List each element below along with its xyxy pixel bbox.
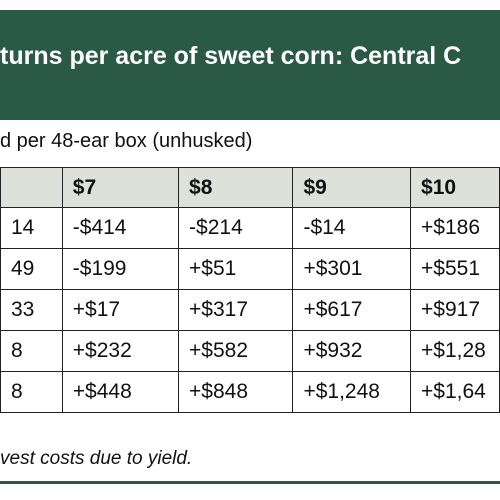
header-cell: $7: [61, 167, 180, 208]
table-cell: +$582: [178, 330, 294, 372]
table-row: 14 -$414 -$214 -$14 +$186: [0, 207, 500, 249]
table-cell: 14: [0, 207, 63, 249]
table-cell: +$301: [292, 248, 412, 290]
returns-table: $7 $8 $9 $10 14 -$414 -$214 -$14 +$186 4…: [0, 167, 500, 413]
table-row: 33 +$17 +$317 +$617 +$917: [0, 289, 500, 331]
table-cell: +$1,64: [410, 371, 500, 413]
table-cell: 8: [0, 330, 63, 372]
table-cell: +$317: [178, 289, 294, 331]
header-cell: $9: [292, 167, 412, 208]
table-cell: +$17: [61, 289, 180, 331]
table-footnote: vest costs due to yield.: [0, 448, 193, 469]
table-header-row: $7 $8 $9 $10: [0, 167, 500, 208]
table-row: 8 +$448 +$848 +$1,248 +$1,64: [0, 371, 500, 413]
title-banner: turns per acre of sweet corn: Central C: [0, 10, 500, 120]
table-title: turns per acre of sweet corn: Central C: [0, 42, 462, 70]
table-cell: +$551: [410, 248, 500, 290]
table-cell: +$186: [410, 207, 500, 249]
header-cell: $8: [178, 167, 294, 208]
bottom-rule: [0, 481, 500, 484]
table-cell: -$199: [61, 248, 180, 290]
table-row: 49 -$199 +$51 +$301 +$551: [0, 248, 500, 290]
table-cell: +$51: [178, 248, 294, 290]
table-cell: 49: [0, 248, 63, 290]
table-cell: -$14: [292, 207, 412, 249]
table-cell: -$414: [61, 207, 180, 249]
header-cell: [0, 167, 63, 208]
table-cell: +$232: [61, 330, 180, 372]
table-row: 8 +$232 +$582 +$932 +$1,28: [0, 330, 500, 372]
table-cell: -$214: [178, 207, 294, 249]
table-cell: +$617: [292, 289, 412, 331]
table-cell: +$932: [292, 330, 412, 372]
table-cell: +$1,248: [292, 371, 412, 413]
header-cell: $10: [410, 167, 500, 208]
table-cell: +$448: [61, 371, 180, 413]
table-cell: +$848: [178, 371, 294, 413]
table-cell: +$1,28: [410, 330, 500, 372]
table-cell: 33: [0, 289, 63, 331]
table-subheading: d per 48-ear box (unhusked): [0, 130, 253, 152]
table-cell: +$917: [410, 289, 500, 331]
table-cell: 8: [0, 371, 63, 413]
